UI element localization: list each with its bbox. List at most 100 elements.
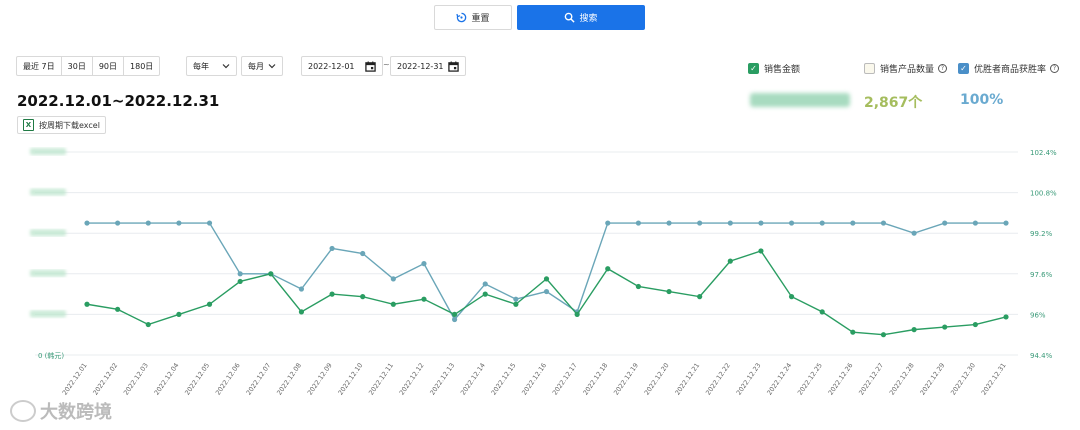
x-tick-label: 2022.12.07	[245, 362, 273, 397]
x-tick-label: 2022.12.11	[367, 362, 395, 397]
data-point	[605, 220, 611, 226]
data-point	[942, 220, 948, 226]
data-point	[206, 220, 213, 226]
data-point	[697, 294, 703, 300]
period-select-month[interactable]: 每月	[241, 56, 283, 76]
left-axis-tick-blurred	[30, 188, 66, 196]
data-point	[513, 301, 519, 307]
range-90d[interactable]: 90日	[93, 57, 125, 75]
metric-toggle-winrate[interactable]: ✓ 优胜者商品获胜率 ?	[958, 62, 1060, 75]
date-to-value: 2022-12-31	[397, 61, 444, 71]
x-tick-label: 2022.12.05	[183, 362, 211, 397]
date-from-field[interactable]: 2022-12-01	[301, 56, 383, 76]
x-tick-label: 2022.12.31	[980, 362, 1008, 397]
checkbox-checked-icon: ✓	[958, 63, 969, 74]
data-point	[635, 220, 642, 226]
watermark: 大数跨境	[10, 398, 112, 424]
reset-label: 重置	[471, 14, 490, 24]
data-point	[819, 220, 825, 226]
data-point	[360, 294, 366, 300]
chevron-down-icon	[222, 64, 230, 69]
data-point	[697, 220, 703, 226]
data-point	[237, 278, 243, 285]
data-point	[115, 220, 121, 226]
data-point	[268, 271, 274, 277]
data-point	[666, 288, 672, 295]
help-icon[interactable]: ?	[1050, 64, 1060, 73]
data-point	[850, 220, 856, 226]
x-tick-label: 2022.12.13	[428, 362, 456, 397]
date-to-field[interactable]: 2022-12-31	[390, 56, 466, 76]
x-tick-label: 2022.12.08	[275, 362, 303, 397]
data-point	[360, 250, 366, 257]
data-point	[482, 291, 488, 297]
x-tick-label: 2022.12.02	[91, 362, 119, 397]
data-point	[911, 230, 917, 236]
left-axis-label: 0 (韩元)	[38, 351, 64, 360]
search-icon	[565, 12, 576, 23]
calendar-icon	[448, 60, 459, 72]
search-button[interactable]: 搜索	[517, 5, 645, 30]
data-point	[1003, 314, 1009, 320]
date-from-value: 2022-12-01	[308, 61, 355, 71]
data-point	[390, 276, 396, 282]
x-tick-label: 2022.12.06	[214, 362, 242, 397]
data-point	[1003, 220, 1009, 226]
winrate-value: 100%	[960, 92, 1004, 108]
left-axis-tick-blurred	[30, 310, 66, 318]
period-select-year[interactable]: 每年	[186, 56, 237, 76]
watermark-text: 大数跨境	[40, 402, 112, 423]
x-tick-label: 2022.12.28	[888, 362, 916, 397]
x-tick-label: 2022.12.20	[643, 362, 671, 397]
metric-quantity-label: 销售产品数量	[880, 65, 935, 75]
x-tick-label: 2022.12.16	[520, 362, 548, 397]
x-tick-label: 2022.12.29	[918, 362, 946, 397]
metric-sales-label: 销售金额	[764, 65, 801, 75]
range-30d[interactable]: 30日	[62, 57, 93, 75]
x-tick-label: 2022.12.09	[306, 362, 334, 397]
x-tick-label: 2022.12.23	[735, 362, 763, 397]
data-point	[452, 316, 458, 323]
range-180d[interactable]: 180日	[130, 61, 154, 71]
data-point	[972, 220, 978, 226]
line-chart: 94.4% 96% 97.6% 99.2% 100.8% 102.4% 0 (韩元) 2022…	[30, 148, 1057, 397]
data-point	[574, 311, 580, 317]
data-point	[390, 301, 396, 307]
data-point	[329, 291, 335, 297]
x-tick-label: 2022.12.01	[61, 362, 89, 397]
x-tick-label: 2022.12.14	[459, 362, 487, 397]
metric-toggle-quantity[interactable]: 销售产品数量 ?	[864, 62, 948, 75]
data-point	[605, 266, 611, 272]
x-tick-label: 2022.12.18	[582, 362, 610, 397]
data-point	[666, 220, 672, 226]
calendar-icon	[365, 60, 376, 72]
data-point	[452, 311, 458, 317]
right-axis-tick-label: 100.8%	[1030, 190, 1057, 198]
data-point	[727, 258, 733, 264]
metric-toggle-sales[interactable]: ✓ 销售金额	[748, 62, 800, 75]
period-select-month-value: 每月	[248, 61, 264, 71]
help-icon[interactable]: ?	[938, 64, 948, 73]
x-tick-label: 2022.12.27	[857, 362, 885, 397]
data-point	[84, 220, 90, 226]
data-point	[635, 283, 642, 290]
left-axis-tick-blurred	[30, 229, 66, 237]
data-point	[84, 301, 90, 307]
right-axis-tick-label: 102.4%	[1030, 149, 1057, 157]
data-point	[543, 276, 550, 282]
x-tick-label: 2022.12.19	[612, 362, 640, 397]
x-tick-label: 2022.12.10	[336, 362, 364, 397]
data-point	[176, 311, 182, 317]
download-excel-button[interactable]: X 按周期下载excel	[17, 116, 106, 134]
data-point	[145, 321, 151, 328]
checkbox-checked-icon: ✓	[748, 63, 759, 74]
reset-button[interactable]: 重置	[434, 5, 512, 30]
x-tick-label: 2022.12.03	[122, 362, 150, 397]
x-tick-label: 2022.12.15	[490, 362, 518, 397]
range-7d[interactable]: 最近 7日	[17, 57, 62, 75]
series-line-1	[87, 222, 1006, 321]
data-point	[237, 271, 243, 277]
data-point	[727, 220, 733, 226]
x-tick-label: 2022.12.12	[398, 362, 426, 397]
data-point	[298, 309, 305, 315]
